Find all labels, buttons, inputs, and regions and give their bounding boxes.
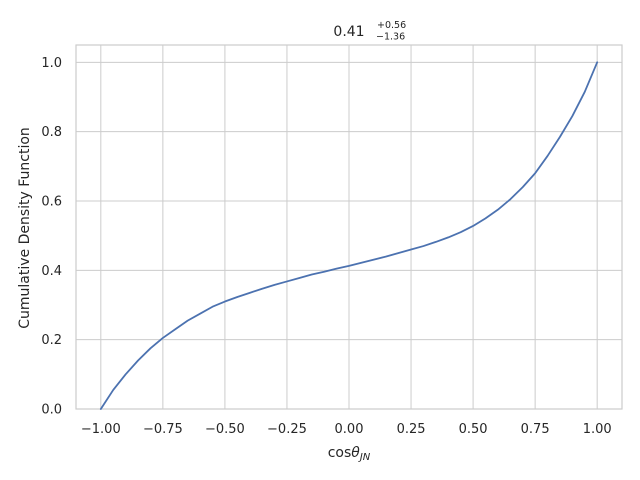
x-tick-label: −0.50 [205, 422, 245, 437]
x-tick-label: 0.00 [335, 422, 364, 437]
x-tick-label: 0.25 [397, 422, 426, 437]
tick-labels: −1.00 −0.75 −0.50 −0.25 0.00 0.25 0.50 0.75 1.00… [41, 56, 611, 437]
y-axis-label: Cumulative Density Function [17, 127, 33, 329]
x-axis-label-symbol: θ [351, 445, 360, 461]
x-axis-label-prefix: cos [328, 445, 352, 461]
y-tick-label: 0.2 [41, 333, 62, 348]
grid [76, 45, 622, 410]
y-tick-label: 1.0 [41, 56, 62, 71]
cdf-line [99, 61, 599, 410]
x-axis-label-subscript: JN [358, 452, 371, 463]
y-tick-label: 0.0 [41, 403, 62, 418]
axes-frame [75, 44, 623, 410]
title-upper-bound: +0.56 [377, 20, 406, 31]
x-tick-label: 0.75 [521, 422, 550, 437]
chart-title: 0.41 [333, 24, 364, 40]
plot-area-border [75, 44, 623, 410]
y-tick-label: 0.8 [41, 125, 62, 140]
title-value: 0.41 [333, 24, 364, 40]
x-tick-label: 0.50 [459, 422, 488, 437]
y-tick-label: 0.4 [41, 264, 62, 279]
x-axis-label: cosθJN [328, 445, 371, 463]
x-tick-label: −1.00 [81, 422, 121, 437]
x-tick-label: 1.00 [583, 422, 612, 437]
x-tick-label: −0.75 [143, 422, 183, 437]
x-tick-label: −0.25 [267, 422, 307, 437]
y-tick-label: 0.6 [41, 195, 62, 210]
series-layer [99, 61, 599, 410]
title-lower-bound: −1.36 [376, 32, 405, 43]
